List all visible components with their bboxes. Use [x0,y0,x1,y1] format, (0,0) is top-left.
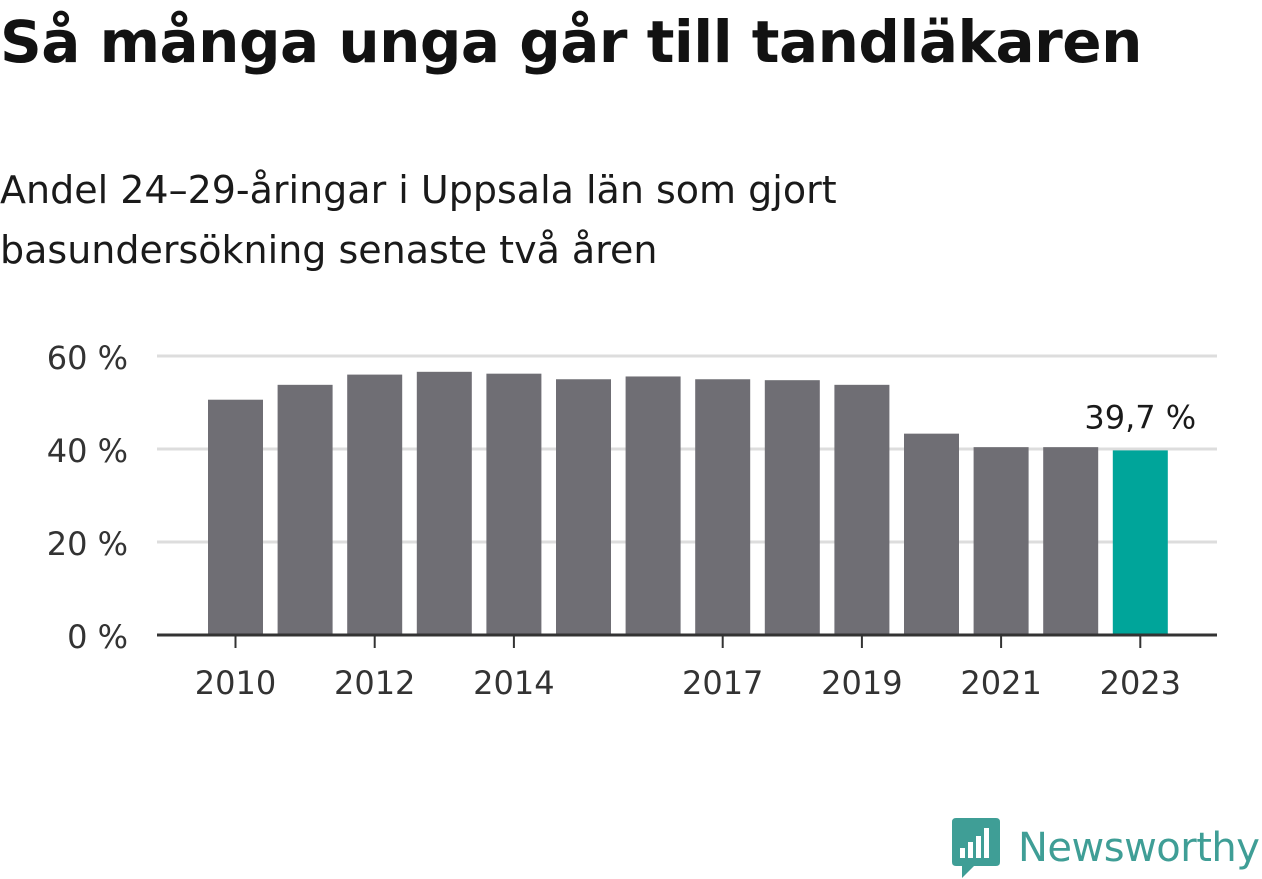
bar [1112,450,1168,635]
gridlines [157,354,1217,544]
labels: 0 % 20 % 40 % 60 % 2010 2012 2014 2017 2019 2021 2… [47,339,1197,702]
y-tick-label: 40 % [47,432,128,470]
chart-subtitle: Andel 24–29-åringar i Uppsala län som gj… [0,168,837,272]
x-tick-label: 2010 [195,664,276,702]
axes [157,633,1217,648]
bar [208,399,263,635]
y-tick-label: 0 % [67,618,128,656]
bar [1043,447,1099,635]
bar [277,384,333,635]
x-tick-label: 2012 [334,664,415,702]
y-tick-label: 20 % [47,525,128,563]
chart-title: Så många unga går till tandläkaren [0,8,1142,76]
bar [556,379,611,635]
brand-name: Newsworthy [1018,825,1260,871]
bar [973,447,1029,635]
y-tick-label: 60 % [47,339,128,377]
bar [625,376,681,635]
x-tick-label: 2017 [682,664,763,702]
bar [695,379,751,635]
newsworthy-logo-icon [952,818,1000,878]
bar [416,371,472,635]
x-tick-label: 2023 [1100,664,1181,702]
bar [347,374,403,635]
x-tick-label: 2021 [960,664,1041,702]
bars [208,371,1168,635]
value-annotation: 39,7 % [1084,398,1196,436]
bar [834,384,890,635]
bar [486,373,542,635]
newsworthy-logo: Newsworthy [952,818,1260,878]
x-tick-label: 2019 [821,664,902,702]
bar [904,433,959,635]
bar [764,380,820,635]
x-tick-label: 2014 [473,664,554,702]
